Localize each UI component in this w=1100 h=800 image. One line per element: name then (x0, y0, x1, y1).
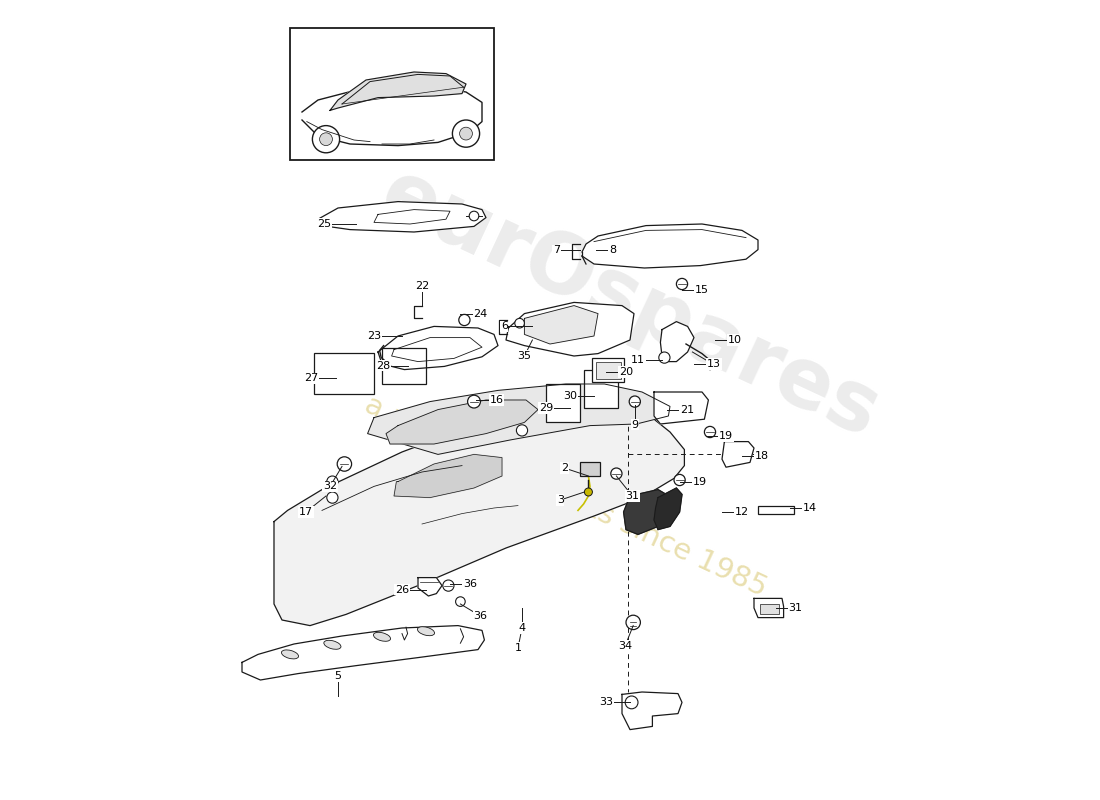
Text: 2: 2 (561, 463, 568, 473)
Text: 18: 18 (755, 451, 769, 461)
Polygon shape (242, 626, 484, 680)
Text: 3: 3 (557, 495, 564, 505)
Text: 10: 10 (728, 335, 741, 345)
Text: 1: 1 (515, 643, 521, 653)
Text: 21: 21 (680, 405, 694, 414)
Circle shape (659, 352, 670, 363)
Text: 12: 12 (735, 507, 749, 517)
Text: 33: 33 (600, 698, 613, 707)
Text: 19: 19 (693, 477, 706, 486)
Ellipse shape (323, 640, 341, 650)
Text: 29: 29 (539, 403, 553, 413)
Text: 13: 13 (707, 359, 721, 369)
Text: 30: 30 (563, 391, 578, 401)
Polygon shape (418, 578, 442, 596)
Circle shape (625, 696, 638, 709)
Polygon shape (378, 326, 498, 370)
Circle shape (460, 127, 472, 140)
Circle shape (327, 476, 338, 487)
Circle shape (674, 474, 685, 486)
Polygon shape (318, 202, 486, 232)
Text: 14: 14 (803, 503, 817, 513)
Polygon shape (654, 392, 708, 424)
Bar (290, 28, 494, 160)
Bar (593, 358, 625, 382)
Text: 36: 36 (473, 611, 487, 621)
Circle shape (320, 133, 332, 146)
Polygon shape (367, 384, 670, 454)
Circle shape (626, 615, 640, 630)
Circle shape (459, 314, 470, 326)
Polygon shape (506, 302, 634, 356)
Text: 19: 19 (719, 431, 733, 441)
Circle shape (327, 492, 338, 503)
Polygon shape (754, 598, 783, 618)
Circle shape (452, 120, 480, 147)
Text: 4: 4 (518, 623, 526, 633)
Text: 28: 28 (376, 361, 390, 370)
Text: 22: 22 (415, 282, 429, 291)
Circle shape (676, 278, 688, 290)
Text: 36: 36 (463, 579, 477, 589)
Polygon shape (621, 692, 682, 730)
Text: 7: 7 (553, 246, 560, 255)
Text: 23: 23 (367, 331, 381, 341)
Circle shape (470, 211, 478, 221)
Text: 17: 17 (299, 507, 314, 517)
Polygon shape (624, 490, 672, 534)
Bar (584, 370, 618, 408)
Circle shape (610, 468, 621, 479)
Circle shape (455, 597, 465, 606)
Bar (314, 353, 374, 394)
Text: eurOspares: eurOspares (367, 153, 892, 455)
Circle shape (338, 457, 352, 471)
Polygon shape (394, 454, 502, 498)
Polygon shape (722, 442, 754, 467)
Circle shape (468, 395, 481, 408)
Bar (595, 362, 621, 379)
Text: 25: 25 (317, 219, 331, 229)
Polygon shape (274, 400, 684, 626)
Text: a passion for parts since 1985: a passion for parts since 1985 (361, 390, 771, 602)
Text: 6: 6 (500, 322, 508, 331)
Text: 32: 32 (323, 482, 337, 491)
Text: 34: 34 (618, 641, 632, 650)
Text: 8: 8 (608, 246, 616, 255)
Circle shape (584, 488, 593, 496)
Polygon shape (525, 306, 598, 344)
Circle shape (312, 126, 340, 153)
Text: 15: 15 (695, 285, 710, 294)
Text: 9: 9 (631, 420, 638, 430)
Polygon shape (330, 72, 466, 110)
Text: 31: 31 (789, 603, 803, 613)
Ellipse shape (282, 650, 298, 659)
Polygon shape (582, 224, 758, 268)
Ellipse shape (417, 626, 434, 636)
Text: 16: 16 (490, 395, 504, 405)
Circle shape (704, 426, 716, 438)
Text: 20: 20 (619, 367, 634, 377)
Bar (382, 348, 426, 384)
Polygon shape (386, 400, 538, 444)
Text: 26: 26 (395, 585, 409, 594)
Circle shape (629, 396, 640, 407)
Text: 11: 11 (631, 355, 645, 365)
Bar (546, 384, 581, 422)
Text: 24: 24 (473, 310, 487, 319)
Text: 27: 27 (305, 374, 319, 383)
Text: 31: 31 (626, 491, 639, 501)
Bar (758, 506, 794, 514)
Text: 35: 35 (517, 351, 531, 361)
Polygon shape (660, 322, 694, 362)
Circle shape (516, 425, 528, 436)
Polygon shape (654, 488, 682, 530)
Ellipse shape (373, 632, 390, 642)
Text: 5: 5 (334, 671, 341, 681)
Bar (760, 604, 779, 614)
Bar (581, 462, 601, 476)
Circle shape (515, 318, 525, 328)
Circle shape (443, 580, 454, 591)
